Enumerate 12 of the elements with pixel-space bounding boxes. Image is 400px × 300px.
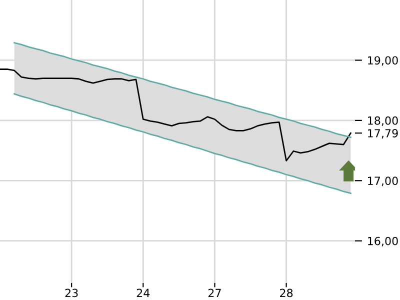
- x-tick-label: 23: [65, 288, 78, 298]
- y-tick-label: 16,00: [368, 236, 398, 246]
- y-tick-label: 18,00: [368, 116, 398, 126]
- x-tick-label: 28: [280, 288, 293, 298]
- x-tick-label: 24: [136, 288, 150, 297]
- line-series: [14, 93, 352, 194]
- line-series: [0, 68, 352, 162]
- y-tick-label: 19,00: [368, 56, 398, 66]
- y-tick-label: 17,00: [368, 176, 398, 186]
- x-tick-label: 27: [208, 288, 221, 297]
- y-tick-label: 17,79: [368, 129, 398, 139]
- line-series: [14, 42, 352, 138]
